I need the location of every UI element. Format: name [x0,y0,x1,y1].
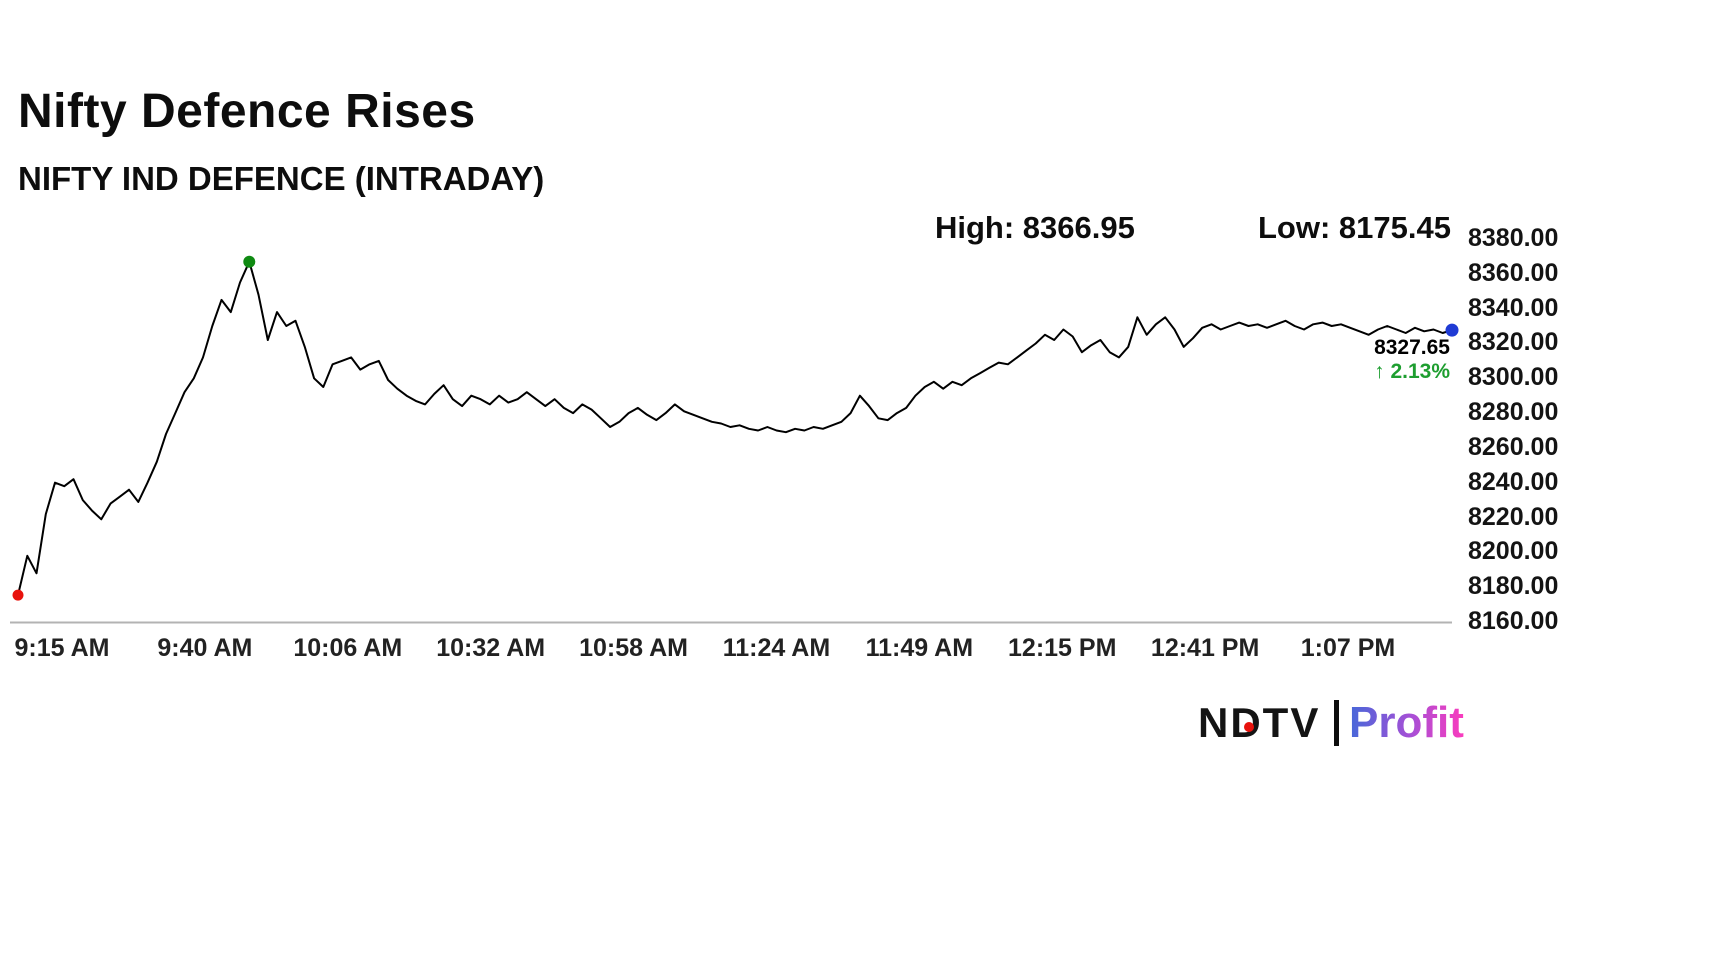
y-axis-label: 8300.00 [1468,363,1559,392]
y-axis-label: 8240.00 [1468,467,1559,496]
start-marker-dot [12,589,24,601]
x-axis-label: 11:24 AM [722,634,831,662]
last-price-callout: 8327.65 ↑ 2.13% [1310,336,1450,384]
y-axis-label: 8360.00 [1468,258,1559,287]
page-title: Nifty Defence Rises [18,85,476,138]
x-axis-label: 11:49 AM [865,634,974,662]
change-percent-value: 2.13% [1390,360,1450,383]
change-percent-label: ↑ 2.13% [1310,360,1450,384]
x-axis-label: 9:40 AM [157,634,253,662]
y-axis-label: 8160.00 [1468,607,1559,635]
ndtv-logo-text: NDTV [1198,699,1321,746]
y-axis-label: 8180.00 [1468,572,1559,601]
x-axis-label: 10:58 AM [579,634,688,662]
x-axis-label: 12:15 PM [1008,634,1117,662]
peak-marker-dot [243,255,256,268]
y-axis-label: 8280.00 [1468,398,1559,427]
y-axis-label: 8220.00 [1468,502,1559,531]
ndtv-red-dot-icon [1244,722,1254,732]
x-axis-label: 12:41 PM [1150,634,1260,662]
profit-logo-text: Profit [1349,698,1464,747]
y-axis-label: 8260.00 [1468,432,1559,461]
y-axis-label: 8320.00 [1468,328,1559,357]
profit-logo: Profit [1349,698,1464,747]
price-line-chart [10,255,1459,624]
y-axis-label: 8380.00 [1468,224,1559,252]
chart-subtitle: NIFTY IND DEFENCE (INTRADAY) [18,160,545,197]
up-arrow-icon: ↑ [1374,360,1385,383]
ndtv-profit-logo: NDTV Profit [1198,696,1499,750]
x-axis-label: 10:32 AM [436,634,546,662]
y-axis-label: 8340.00 [1468,293,1559,322]
x-axis-label: 1:07 PM [1300,634,1396,662]
low-value-label: Low: 8175.45 [1258,210,1451,245]
logo-separator-bar [1334,700,1340,746]
high-value-label: High: 8366.95 [935,210,1135,245]
end-marker-dot [1445,323,1459,337]
y-axis-label: 8200.00 [1468,537,1559,566]
x-axis-label: 10:06 AM [293,634,403,662]
x-axis-label: 9:15 AM [14,634,110,662]
price-line [17,260,1453,597]
last-price-label: 8327.65 [1374,336,1450,359]
